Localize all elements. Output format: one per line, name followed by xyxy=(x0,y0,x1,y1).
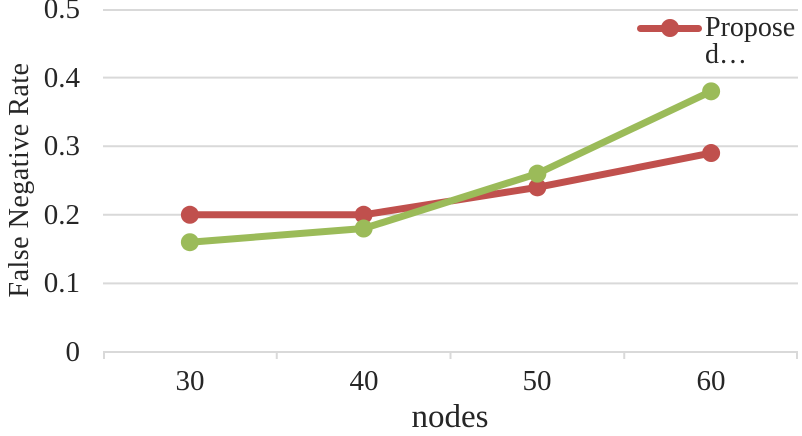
y-tick-label: 0.3 xyxy=(43,130,80,162)
y-tick-label: 0.2 xyxy=(43,199,80,231)
legend-label-line2: d… xyxy=(705,39,747,70)
y-tick-label: 0 xyxy=(65,336,81,368)
data-point-series-1 xyxy=(528,178,547,197)
y-axis-title: False Negative Rate xyxy=(4,62,35,298)
legend-marker-line-with-dot xyxy=(637,14,702,42)
legend-entry-proposed: Propose d… xyxy=(705,12,796,70)
y-tick-label: 0.5 xyxy=(43,0,80,25)
x-tick-label: 30 xyxy=(175,365,205,397)
y-tick-label: 0.1 xyxy=(43,267,80,299)
x-axis-title: nodes xyxy=(411,399,489,435)
data-point-series-2 xyxy=(702,82,721,101)
data-point-series-1 xyxy=(702,144,721,163)
x-tick-label: 60 xyxy=(696,365,726,397)
data-point-series-2 xyxy=(354,219,373,238)
x-tick-label: 40 xyxy=(349,365,379,397)
data-point-series-1 xyxy=(354,205,373,224)
series-line-1 xyxy=(186,149,715,219)
series-line-2 xyxy=(186,87,715,246)
legend-label-line1: Propose xyxy=(705,12,796,43)
legend-dot-swatch xyxy=(660,19,679,37)
data-point-series-2 xyxy=(528,164,547,183)
plot-area xyxy=(103,9,798,359)
data-point-series-1 xyxy=(180,205,199,224)
x-tick-label: 50 xyxy=(522,365,552,397)
data-point-series-2 xyxy=(180,233,199,252)
legend: Propose d… xyxy=(637,12,796,70)
y-tick-label: 0.4 xyxy=(43,62,80,94)
